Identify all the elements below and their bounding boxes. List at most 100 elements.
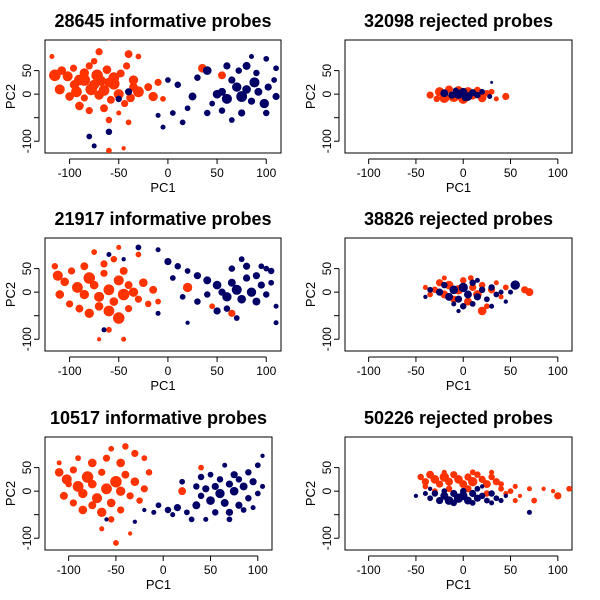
point-series-1 xyxy=(80,94,88,102)
point-series-2 xyxy=(478,492,486,500)
point-series-1 xyxy=(107,40,111,41)
x-tick-label: 0 xyxy=(165,364,172,378)
point-series-1 xyxy=(507,488,514,495)
point-series-2 xyxy=(212,509,219,516)
y-tick-label: -100 xyxy=(20,526,34,550)
point-series-1 xyxy=(110,255,118,263)
x-tick-label: 0 xyxy=(460,563,467,577)
point-series-2 xyxy=(483,296,490,303)
point-series-2 xyxy=(202,485,210,493)
point-series-2 xyxy=(441,488,448,495)
points-layer xyxy=(413,469,572,515)
plot-frame xyxy=(44,39,282,154)
point-series-2 xyxy=(254,462,261,469)
point-series-2 xyxy=(225,480,234,488)
y-tick-label: -100 xyxy=(320,327,334,351)
point-series-1 xyxy=(488,88,495,95)
point-series-2 xyxy=(216,476,224,483)
point-series-2 xyxy=(215,488,225,499)
point-series-2 xyxy=(479,88,486,95)
point-series-1 xyxy=(498,485,504,492)
point-series-1 xyxy=(422,284,428,290)
panel-title: 21917 informative probes xyxy=(54,209,271,229)
point-series-1 xyxy=(134,295,143,303)
point-series-1 xyxy=(148,91,158,102)
point-series-2 xyxy=(272,92,280,101)
point-series-2 xyxy=(104,517,109,522)
point-series-2 xyxy=(124,88,133,96)
point-series-1 xyxy=(178,487,187,496)
point-series-2 xyxy=(165,77,171,83)
point-series-1 xyxy=(121,99,129,108)
x-tick-label: 50 xyxy=(210,166,224,180)
point-series-2 xyxy=(188,516,195,523)
scatter-panel-5: 10517 informative probes -100 -50 0 50 100 PC1… xyxy=(3,408,273,592)
point-series-1 xyxy=(84,308,94,319)
point-series-1 xyxy=(124,50,133,59)
point-series-1 xyxy=(131,449,139,458)
point-series-1 xyxy=(128,75,139,85)
point-series-1 xyxy=(88,501,97,510)
point-series-2 xyxy=(164,506,172,514)
point-series-1 xyxy=(124,281,133,290)
point-series-2 xyxy=(252,297,261,306)
y-tick-label: 0 xyxy=(320,288,334,295)
point-series-2 xyxy=(142,507,147,513)
point-series-2 xyxy=(188,92,197,101)
point-series-1 xyxy=(467,275,474,281)
x-tick-label: -100 xyxy=(58,166,82,180)
point-series-2 xyxy=(456,308,461,314)
point-series-2 xyxy=(222,462,228,468)
point-series-2 xyxy=(228,117,235,123)
point-series-2 xyxy=(479,484,485,489)
point-series-2 xyxy=(238,256,245,263)
point-series-2 xyxy=(448,91,456,99)
point-series-2 xyxy=(260,483,266,489)
point-series-2 xyxy=(235,67,242,74)
point-series-1 xyxy=(121,336,127,342)
point-series-1 xyxy=(477,306,487,316)
point-series-1 xyxy=(75,455,81,462)
point-series-1 xyxy=(417,473,424,481)
y-axis-label: PC2 xyxy=(3,84,18,109)
point-series-1 xyxy=(469,283,477,292)
point-series-2 xyxy=(169,110,176,116)
point-series-1 xyxy=(430,475,440,484)
point-series-2 xyxy=(458,282,468,293)
point-series-1 xyxy=(113,540,119,546)
point-series-1 xyxy=(106,326,112,333)
point-series-1 xyxy=(441,275,447,281)
panel-title: 10517 informative probes xyxy=(50,408,267,428)
point-series-2 xyxy=(155,310,161,316)
point-series-1 xyxy=(135,53,142,60)
point-series-2 xyxy=(427,486,433,491)
point-series-1 xyxy=(103,284,115,296)
point-series-1 xyxy=(67,267,76,275)
point-series-2 xyxy=(487,93,493,100)
point-series-2 xyxy=(259,98,269,109)
point-series-2 xyxy=(228,265,236,272)
point-series-2 xyxy=(211,482,219,491)
point-series-1 xyxy=(106,95,115,104)
y-axis-label: PC2 xyxy=(303,481,318,506)
point-series-2 xyxy=(230,471,238,479)
point-series-2 xyxy=(459,303,467,310)
point-series-1 xyxy=(160,95,166,102)
point-series-2 xyxy=(459,487,467,495)
point-series-2 xyxy=(422,490,428,497)
point-series-1 xyxy=(474,471,481,478)
y-tick-label: 50 xyxy=(20,262,34,276)
x-tick-label: 100 xyxy=(548,166,568,180)
point-series-2 xyxy=(461,94,469,102)
point-series-1 xyxy=(96,337,102,342)
point-series-1 xyxy=(126,492,134,500)
point-series-1 xyxy=(113,275,124,286)
point-series-1 xyxy=(550,488,556,494)
y-tick-label: -100 xyxy=(20,129,34,153)
point-series-1 xyxy=(108,445,115,452)
point-series-2 xyxy=(423,294,428,300)
point-series-2 xyxy=(106,251,112,257)
point-series-1 xyxy=(62,71,73,82)
point-series-2 xyxy=(213,307,221,315)
point-series-2 xyxy=(155,112,161,118)
